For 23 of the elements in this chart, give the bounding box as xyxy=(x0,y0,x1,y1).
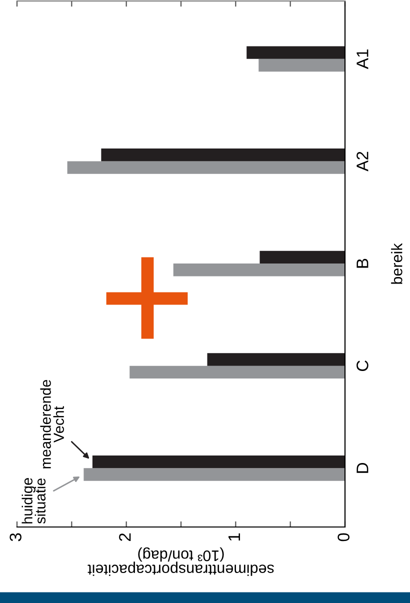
bar xyxy=(207,353,345,366)
x-axis-title: sedimenttransportcapaciteit (10³ ton/dag) xyxy=(88,547,274,576)
text: meanderende Vecht xyxy=(40,380,64,468)
bar xyxy=(84,468,345,481)
bar xyxy=(101,148,345,162)
bar xyxy=(67,161,345,174)
bar xyxy=(92,455,345,468)
x-tick-label: 3 xyxy=(10,533,22,542)
x-tick-label: 0 xyxy=(338,533,350,542)
x-tick-label: 2 xyxy=(119,533,131,541)
bar xyxy=(246,46,345,59)
y-tick-label: B xyxy=(356,258,368,268)
bar xyxy=(130,366,345,379)
y-axis-title: bereik xyxy=(391,243,402,284)
bar xyxy=(258,58,345,72)
y-tick-label: D xyxy=(356,462,368,473)
legend-label: huidige situatie xyxy=(22,478,46,524)
y-tick-label: A1 xyxy=(356,50,368,70)
y-tick-label: A2 xyxy=(356,152,368,172)
y-tick-label: C xyxy=(356,360,368,372)
bar xyxy=(260,250,345,264)
bar xyxy=(173,264,345,276)
x-tick-label: 1 xyxy=(228,533,240,541)
